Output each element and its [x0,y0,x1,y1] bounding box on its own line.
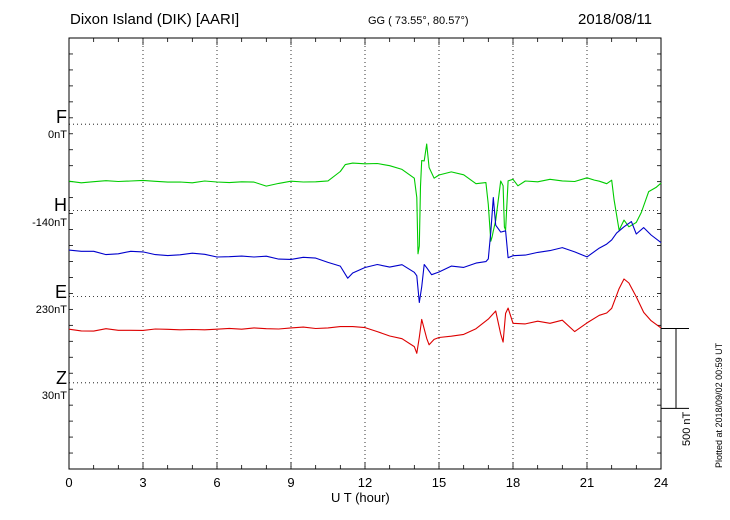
series-line-z [68,278,662,354]
channel-h-label: H -140nT [17,195,67,229]
x-tick-label: 12 [358,475,372,490]
x-tick-label: 3 [139,475,146,490]
channel-h-name: H [54,195,67,215]
station-title: Dixon Island (DIK) [AARI] [70,11,240,28]
plot-date: 2018/08/11 [578,11,652,28]
channel-f-label: F 0nT [17,107,67,141]
channel-z-baseline: 30nT [41,390,67,402]
channel-f-baseline: 0nT [48,129,67,141]
plotted-timestamp: Plotted at 2018/09/02 00:59 UT [714,342,724,468]
channel-e-baseline: 230nT [35,304,67,316]
x-tick-label: 15 [432,475,446,490]
series-line-e [68,197,662,304]
x-tick-label: 21 [580,475,594,490]
x-tick-label: 18 [506,475,520,490]
channel-e-label: E 230nT [17,282,67,316]
scale-bar-label: 500 nT [681,411,693,446]
x-tick-label: 0 [65,475,72,490]
series-line-h [68,143,662,255]
x-tick-label: 6 [213,475,220,490]
x-tick-label: 9 [287,475,294,490]
x-axis-label: U T (hour) [331,490,390,505]
channel-f-name: F [56,107,67,127]
channel-h-baseline: -140nT [32,217,67,229]
channel-e-name: E [54,282,67,302]
channel-z-name: Z [56,368,67,388]
station-coordinates: GG ( 73.55°, 80.57°) [368,15,469,27]
x-tick-label: 24 [654,475,668,490]
channel-z-label: Z 30nT [17,368,67,402]
